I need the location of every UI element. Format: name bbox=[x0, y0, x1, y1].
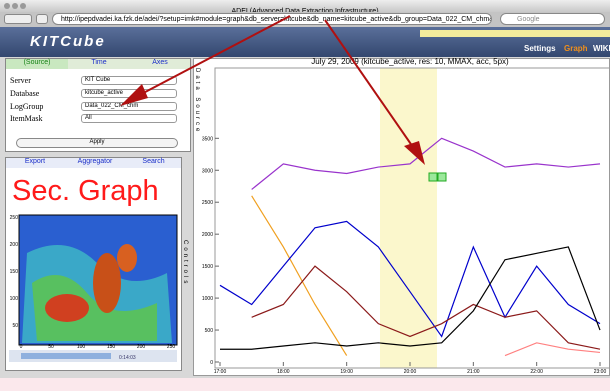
y-tick-label: 3000 bbox=[202, 168, 213, 174]
x-tick-label: 22:00 bbox=[530, 369, 543, 375]
side-label: Data Source bbox=[194, 68, 200, 134]
y-tick-label: 1000 bbox=[202, 296, 213, 302]
page: ADEI (Advanced Data Extraction Infrastru… bbox=[0, 0, 610, 391]
arrow bbox=[130, 16, 290, 100]
arrowhead bbox=[120, 84, 148, 106]
y-tick-label: 3500 bbox=[202, 136, 213, 142]
y-tick-label: 1500 bbox=[202, 264, 213, 270]
side-label: Controls bbox=[182, 240, 188, 286]
series-line bbox=[505, 343, 600, 356]
y-tick-label: 500 bbox=[205, 328, 214, 334]
series-line bbox=[252, 196, 347, 356]
x-tick-label: 18:00 bbox=[277, 369, 290, 375]
zoom-tool[interactable] bbox=[429, 173, 437, 181]
zoom-tool[interactable] bbox=[438, 173, 446, 181]
x-tick-label: 19:00 bbox=[340, 369, 353, 375]
main-graph: July 29, 2009 (kitcube_active, res: 10, … bbox=[0, 0, 610, 391]
y-tick-label: 0 bbox=[210, 360, 213, 366]
y-tick-label: 2000 bbox=[202, 232, 213, 238]
chart-title: July 29, 2009 (kitcube_active, res: 10, … bbox=[311, 57, 509, 66]
x-tick-label: 20:00 bbox=[404, 369, 417, 375]
y-tick-label: 2500 bbox=[202, 200, 213, 206]
x-tick-label: 17:00 bbox=[214, 369, 227, 375]
x-tick-label: 23:00 bbox=[594, 369, 607, 375]
x-tick-label: 21:00 bbox=[467, 369, 480, 375]
